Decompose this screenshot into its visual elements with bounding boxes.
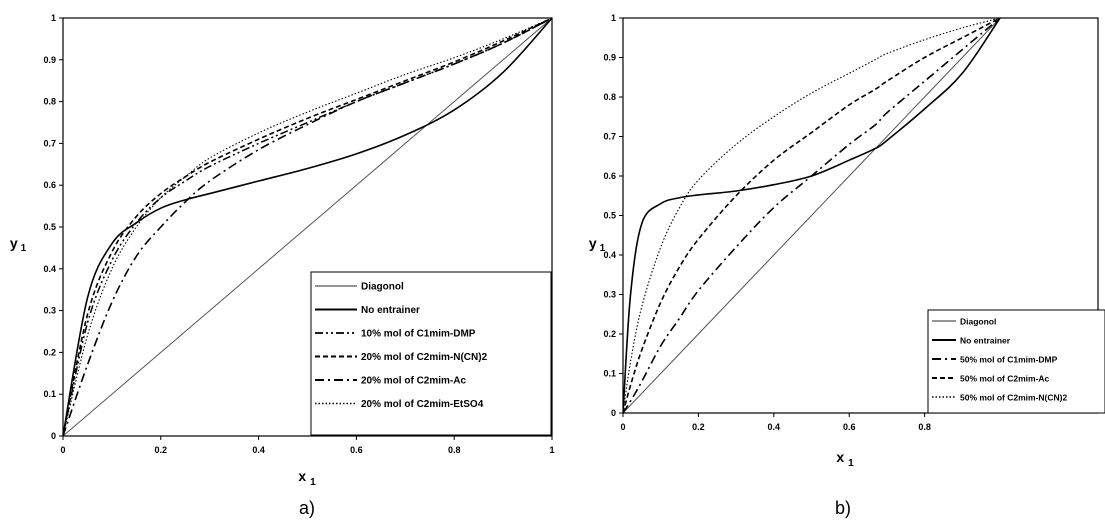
y-tick-label: 1 [51,13,56,23]
y-tick-label: 0.4 [603,250,616,260]
y-tick-label: 0.1 [603,369,616,379]
x-axis-label-subscript: 1 [848,458,854,469]
series-line-3 [623,18,1001,413]
x-tick-label: 0.8 [918,422,931,432]
y-axis-label-subscript: 1 [21,243,27,254]
series-group [623,18,1001,413]
y-tick-label: 0.3 [603,290,616,300]
legend-entry-label: 50% mol of C1mim-DMP [960,355,1058,365]
legend-entry-label: 20% mol of C2mim-N(CN)2 [361,352,488,363]
x-tick-label: 0.4 [768,422,781,432]
chart-panel-b: 0 0.1 0.2 0.3 0.4 0.5 0.6 0.7 0.8 0.9 1 0 0.2 0.4 0.6 0… [589,13,1105,518]
x-tick-label: 0.2 [692,422,705,432]
y-tick-label: 0.9 [603,53,616,63]
y-tick-label: 0 [51,431,56,441]
y-tick-label: 0.7 [43,138,56,148]
y-tick-label: 0.9 [43,55,56,65]
series-line-4 [623,18,1001,413]
series-line-1 [63,18,552,436]
legend-entry-label: Diagonol [361,282,404,293]
x-tick-label: 1 [549,445,554,455]
y-tick-label: 0.8 [43,97,56,107]
panel-label: a) [299,498,315,518]
series-line-5 [63,18,552,436]
x-tick-label: 0.8 [448,445,461,455]
y-tick-label: 0.2 [603,329,616,339]
legend-entry-label: 20% mol of C2mim-EtSO4 [361,399,484,410]
legend-box [310,271,552,436]
series-line-4 [63,18,552,436]
series-line-2 [623,18,1001,413]
y-tick-label: 0.3 [43,306,56,316]
y-tick-label: 0.6 [43,180,56,190]
series-line-3 [63,18,552,436]
y-tick-label: 0.7 [603,132,616,142]
y-tick-label: 0 [611,408,616,418]
x-tick-label: 0.6 [843,422,856,432]
legend-entry-label: No entrainer [960,336,1011,346]
x-tick-label: 0.6 [350,445,363,455]
series-group [63,18,552,436]
legend: Diagonol No entrainer 50% mol of C1mim-DMP… [927,309,1105,414]
series-line-5 [623,18,1001,413]
panel-label: b) [835,498,851,518]
chart-panel-a: 0 0.1 0.2 0.3 0.4 0.5 0.6 0.7 0.8 0.9 1 0 0.2 0.4 0.6 0… [10,13,555,518]
y-tick-label: 0.1 [43,389,56,399]
legend-entry-label: 50% mol of C2mim-Ac [960,374,1050,384]
series-line-6 [63,18,552,436]
x-tick-label: 0 [620,422,625,432]
y-tick-label: 1 [611,13,616,23]
y-axis-label-subscript: 1 [600,243,606,254]
x-tick-label: 0 [60,445,65,455]
legend: Diagonol No entrainer 10% mol of C1mim-DMP… [310,271,552,436]
legend-entry-label: 20% mol of C2mim-Ac [361,376,466,387]
x-axis-label-subscript: 1 [310,477,316,488]
legend-entry-label: No entrainer [361,305,420,316]
y-tick-label: 0.2 [43,347,56,357]
legend-entry-label: 50% mol of C2mim-N(CN)2 [960,393,1067,403]
y-tick-label: 0.6 [603,171,616,181]
y-tick-label: 0.8 [603,92,616,102]
series-line-2 [63,18,552,436]
x-tick-label: 0.2 [155,445,168,455]
legend-entry-label: 10% mol of C1mim-DMP [361,329,476,340]
legend-box [927,309,1105,414]
y-tick-label: 0.5 [603,211,616,221]
legend-entry-label: Diagonol [960,317,996,327]
series-line-1 [623,18,1001,413]
y-tick-label: 0.5 [43,222,56,232]
x-tick-label: 0.4 [252,445,265,455]
y-tick-label: 0.4 [43,264,56,274]
